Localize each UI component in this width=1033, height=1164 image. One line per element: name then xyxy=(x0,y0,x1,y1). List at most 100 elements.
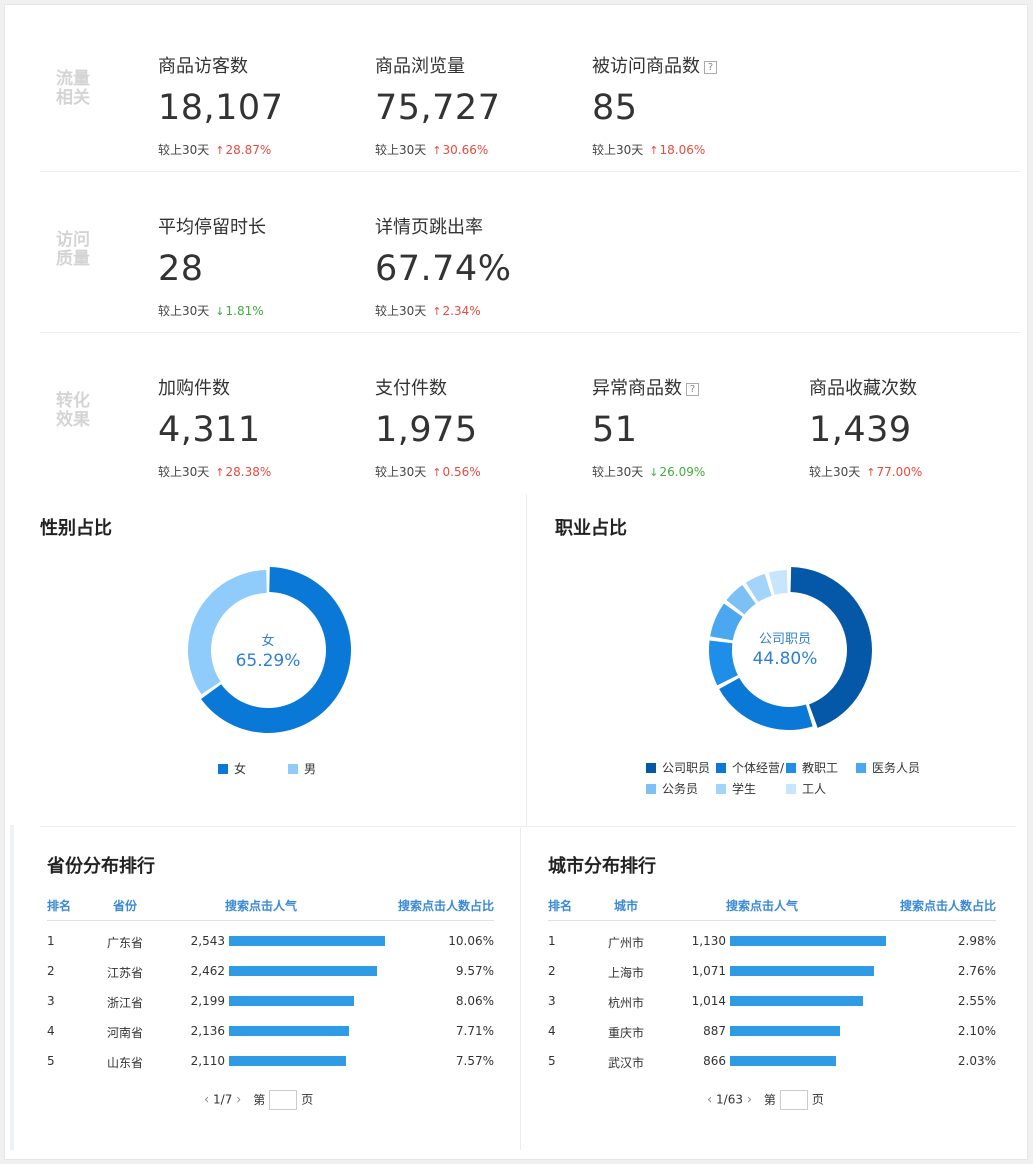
legend-swatch xyxy=(786,784,796,794)
metric-title: 详情页跳出率 xyxy=(375,217,483,238)
row-bar xyxy=(730,1056,837,1066)
donut-slice-6[interactable] xyxy=(745,573,772,603)
occupation-donut-chart xyxy=(709,567,872,730)
row-name: 重庆市 xyxy=(608,1026,645,1040)
change-up: ↑28.87% xyxy=(215,143,271,157)
legend-item[interactable]: 工人 xyxy=(786,780,826,797)
legend-swatch xyxy=(646,784,656,794)
title-text: 异常商品数 xyxy=(592,378,682,399)
row-bar xyxy=(229,936,385,946)
table-row[interactable]: 5 山东省 2,110 7.57% xyxy=(47,1047,494,1077)
row-rank: 4 xyxy=(47,1024,55,1038)
change-value: 30.66% xyxy=(442,143,489,157)
chevron-left-icon[interactable]: ‹ xyxy=(707,1092,713,1108)
donut-slice-7[interactable] xyxy=(768,570,788,595)
table-row[interactable]: 5 武汉市 866 2.03% xyxy=(548,1047,996,1077)
row-rank: 2 xyxy=(548,964,556,978)
row-clicks: 2,199 xyxy=(190,994,225,1008)
row-rank: 3 xyxy=(548,994,556,1008)
legend-item[interactable]: 男 xyxy=(288,760,316,777)
legend-item[interactable]: 医务人员 xyxy=(856,759,920,776)
table-row[interactable]: 4 重庆市 887 2.10% xyxy=(548,1017,996,1047)
donut-slice-2[interactable] xyxy=(719,677,813,730)
section-label: 转化效果 xyxy=(56,391,90,430)
compare-label: 较上30天 xyxy=(375,143,427,157)
table-row[interactable]: 1 广东省 2,543 10.06% xyxy=(47,927,494,957)
metric-title: 加购件数 xyxy=(158,378,230,399)
table-row[interactable]: 2 上海市 1,071 2.76% xyxy=(548,957,996,987)
header-clicks[interactable]: 搜索点击人气 xyxy=(726,899,799,913)
header-rank[interactable]: 排名 xyxy=(548,899,573,913)
table-row[interactable]: 2 江苏省 2,462 9.57% xyxy=(47,957,494,987)
gender-donut-chart xyxy=(187,567,351,733)
header-province[interactable]: 省份 xyxy=(113,899,138,913)
table-row[interactable]: 1 广州市 1,130 2.98% xyxy=(548,927,996,957)
left-accent-bar xyxy=(10,825,14,1150)
change-up: ↑18.06% xyxy=(649,143,705,157)
page-number-input[interactable] xyxy=(779,1090,808,1110)
metric-title: 支付件数 xyxy=(375,378,447,399)
compare-label: 较上30天 xyxy=(158,304,210,318)
legend-label: 医务人员 xyxy=(872,761,921,775)
donut-slice-5[interactable] xyxy=(726,585,756,615)
legend-item[interactable]: 女 xyxy=(218,760,246,777)
change-value: 2.34% xyxy=(442,304,481,318)
change-value: 18.06% xyxy=(659,143,706,157)
help-icon[interactable]: ? xyxy=(704,61,717,74)
arrow-up-icon: ↑ xyxy=(432,144,442,157)
header-share[interactable]: 搜索点击人数占比 xyxy=(899,899,996,913)
header-rank[interactable]: 排名 xyxy=(47,899,72,913)
row-name: 杭州市 xyxy=(608,996,645,1010)
chevron-right-icon[interactable]: › xyxy=(236,1092,242,1108)
section-conversion: 转化效果 加购件数 4,311 较上30天 ↑28.38% 支付件数 1,975 … xyxy=(40,334,1020,494)
chevron-left-icon[interactable]: ‹ xyxy=(204,1092,210,1108)
metric-value: 28 xyxy=(158,249,204,289)
legend-item[interactable]: 个体经营/ xyxy=(716,759,784,776)
row-name: 浙江省 xyxy=(107,996,144,1010)
arrow-up-icon: ↑ xyxy=(866,466,876,479)
section-visit-quality: 访问质量 平均停留时长 28 较上30天 ↓1.81% 详情页跳出率 67.74%… xyxy=(40,173,1020,333)
donut-slice-2[interactable] xyxy=(187,570,267,695)
donut-slice-1[interactable] xyxy=(201,567,351,733)
header-share[interactable]: 搜索点击人数占比 xyxy=(397,899,494,913)
header-city[interactable]: 城市 xyxy=(614,899,639,913)
table-row[interactable]: 3 杭州市 1,014 2.55% xyxy=(548,987,996,1017)
donut-slice-4[interactable] xyxy=(710,603,743,641)
legend-item[interactable]: 学生 xyxy=(716,780,756,797)
donut-slice-3[interactable] xyxy=(709,640,738,686)
arrow-up-icon: ↑ xyxy=(432,466,442,479)
metric-bounce-rate: 详情页跳出率 67.74% 较上30天 ↑2.34% xyxy=(375,173,585,333)
header-clicks[interactable]: 搜索点击人气 xyxy=(225,899,298,913)
row-clicks: 2,136 xyxy=(190,1024,225,1038)
table-row[interactable]: 4 河南省 2,136 7.71% xyxy=(47,1017,494,1047)
legend-item[interactable]: 公司职员 xyxy=(646,759,710,776)
compare-label: 较上30天 xyxy=(592,143,644,157)
legend-item[interactable]: 教职工 xyxy=(786,759,838,776)
legend-label: 教职工 xyxy=(802,761,839,775)
page-number-input[interactable] xyxy=(269,1090,298,1110)
metric-value: 1,975 xyxy=(375,410,478,450)
metric-title: 商品浏览量 xyxy=(375,56,465,77)
metric-compare: 较上30天 ↑2.34% xyxy=(375,302,481,319)
help-icon[interactable]: ? xyxy=(686,383,699,396)
gender-donut-center: 女 65.29% xyxy=(208,630,328,671)
row-name: 河南省 xyxy=(107,1026,144,1040)
table-row[interactable]: 3 浙江省 2,199 8.06% xyxy=(47,987,494,1017)
center-label: 女 xyxy=(261,634,275,649)
province-panel-title: 省份分布排行 xyxy=(47,856,155,877)
row-bar xyxy=(730,1026,840,1036)
metric-value: 51 xyxy=(592,410,638,450)
metric-avg-stay: 平均停留时长 28 较上30天 ↓1.81% xyxy=(158,173,368,333)
donut-slice-1[interactable] xyxy=(790,567,872,728)
goto-suffix: 页 xyxy=(811,1092,824,1107)
metric-compare: 较上30天 ↓1.81% xyxy=(158,302,264,319)
legend-label: 公司职员 xyxy=(662,761,711,775)
chevron-right-icon[interactable]: › xyxy=(746,1092,753,1108)
row-share: 2.10% xyxy=(957,1024,996,1038)
change-down: ↓1.81% xyxy=(215,304,263,318)
section-traffic: 流量相关 商品访客数 18,107 较上30天 ↑28.87% 商品浏览量 75,… xyxy=(40,12,1020,172)
metric-title: 商品访客数 xyxy=(158,56,248,77)
metric-compare: 较上30天 ↓26.09% xyxy=(592,463,705,480)
legend-item[interactable]: 公务员 xyxy=(646,780,698,797)
metric-abnormal-products: 异常商品数? 51 较上30天 ↓26.09% xyxy=(592,334,802,494)
